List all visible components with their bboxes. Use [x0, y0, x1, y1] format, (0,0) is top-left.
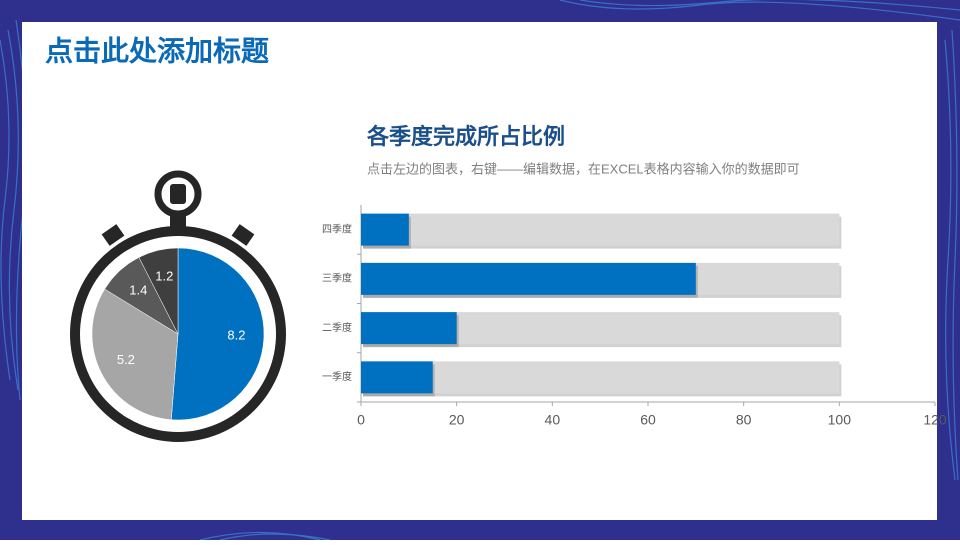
bar [361, 262, 696, 295]
x-tick-label: 0 [357, 412, 365, 428]
crown-button [170, 184, 186, 204]
bar [361, 361, 840, 394]
y-tick-label: 三季度 [322, 272, 352, 285]
bar [361, 213, 840, 246]
slice-label: 1.2 [155, 269, 173, 284]
slice-label: 1.4 [129, 282, 147, 297]
x-tick-label: 100 [828, 412, 852, 428]
x-tick-label: 80 [736, 412, 752, 428]
y-tick-label: 二季度 [322, 321, 352, 334]
pie-slice [170, 247, 265, 421]
chart-subtitle: 点击左边的图表，右键——编辑数据，在EXCEL表格内容输入你的数据即可 [367, 161, 800, 176]
bar [361, 312, 457, 345]
y-tick-label: 一季度 [322, 370, 352, 383]
side-button [101, 224, 125, 246]
slice-label: 5.2 [117, 352, 135, 367]
pie-slice [91, 288, 179, 421]
side-button [231, 224, 255, 246]
slide-title: 点击此处添加标题 [45, 35, 269, 66]
x-tick-label: 20 [449, 412, 465, 428]
bar [361, 213, 409, 246]
bar [361, 361, 433, 394]
x-tick-label: 40 [545, 412, 561, 428]
pie-slice [138, 247, 179, 335]
chart-title: 各季度完成所占比例 [366, 124, 565, 149]
x-tick-label: 120 [923, 412, 947, 428]
slice-label: 8.2 [227, 328, 245, 343]
x-tick-label: 60 [640, 412, 656, 428]
y-tick-label: 四季度 [322, 222, 352, 235]
